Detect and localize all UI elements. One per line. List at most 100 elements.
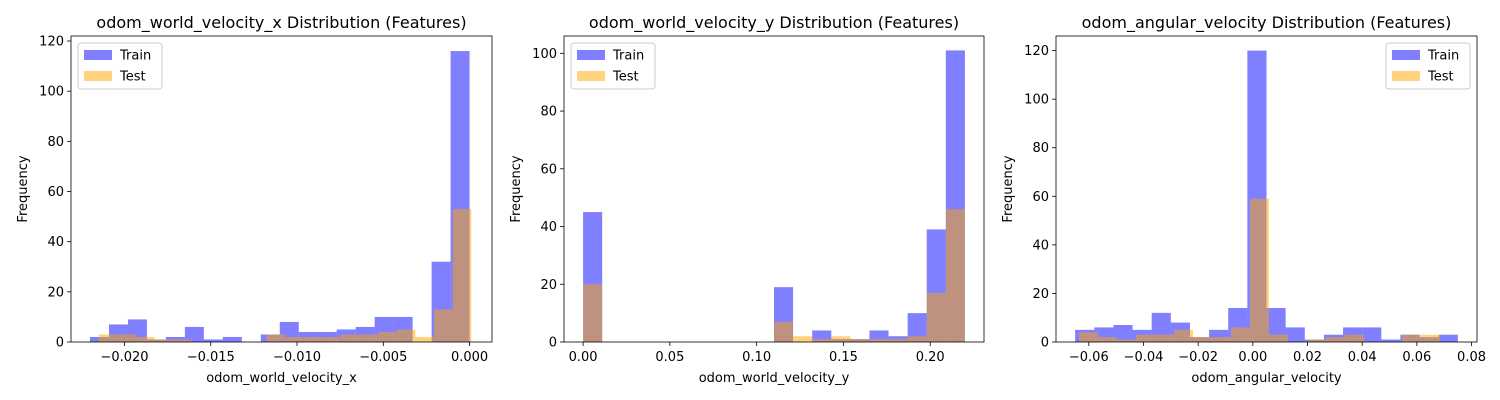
x-tick-label: −0.005 xyxy=(359,350,407,365)
y-tick-label: 100 xyxy=(39,85,64,100)
histogram-bar xyxy=(1078,332,1098,342)
y-tick-label: 100 xyxy=(1024,93,1049,108)
x-tick-label: 0.05 xyxy=(655,350,684,365)
histogram-bar xyxy=(1381,339,1401,342)
y-tick-label: 40 xyxy=(540,220,557,235)
histogram-bar xyxy=(907,336,927,342)
x-tick-label: 0.20 xyxy=(916,350,945,365)
legend-label-test: Test xyxy=(612,70,639,85)
series-train xyxy=(583,50,965,343)
x-tick-label: −0.02 xyxy=(1178,350,1218,365)
y-tick-label: 80 xyxy=(540,105,557,120)
histogram-bar xyxy=(117,334,136,342)
histogram-bar xyxy=(173,339,192,342)
chart-panel-3: −0.06 −0.04 −0.02 0.00 0.02 0.04 0.06 0.08 0 20 40… xyxy=(1001,13,1486,386)
x-tick-label: 0.000 xyxy=(451,350,488,365)
y-tick-label: 120 xyxy=(39,35,64,50)
y-axis-label: Frequency xyxy=(16,155,31,222)
histogram-bar xyxy=(1116,339,1136,342)
histogram-bar xyxy=(222,336,242,342)
x-tick-label: 0.00 xyxy=(1238,350,1267,365)
histogram-bar xyxy=(907,313,927,342)
chart-panel-1: −0.020 −0.015 −0.010 −0.005 0.000 0 20 40 60 80 10… xyxy=(16,13,493,386)
histogram-bar xyxy=(945,209,965,342)
x-tick-label: −0.010 xyxy=(273,350,321,365)
y-tick-label: 20 xyxy=(1032,287,1049,302)
y-axis-label: Frequency xyxy=(1001,155,1016,222)
x-tick-label: 0.08 xyxy=(1457,350,1486,365)
chart-title: odom_world_velocity_y Distribution (Feat… xyxy=(589,13,959,33)
y-tick-label: 0 xyxy=(549,336,557,351)
x-axis-label: odom_angular_velocity xyxy=(1191,371,1342,386)
y-tick-label: 60 xyxy=(47,185,64,200)
legend-swatch-train xyxy=(1392,50,1420,60)
legend-swatch-test xyxy=(84,71,112,81)
histogram-bar xyxy=(1344,334,1364,342)
x-axis-label: odom_world_velocity_y xyxy=(699,371,850,386)
series-test xyxy=(583,209,965,342)
legend-swatch-test xyxy=(577,71,605,81)
x-tick-label: −0.020 xyxy=(100,350,148,365)
legend: Train Test xyxy=(1385,42,1471,90)
histogram-bar xyxy=(1192,337,1212,342)
x-tick-label: 0.00 xyxy=(569,350,598,365)
histogram-bar xyxy=(98,334,118,342)
histogram-bar xyxy=(1230,327,1250,342)
histogram-bar xyxy=(1266,308,1286,342)
histogram-bar xyxy=(1211,337,1231,342)
chart-panel-2: 0.00 0.05 0.10 0.15 0.20 0 20 40 60 80 100 odom_wor… xyxy=(509,13,985,386)
histogram-bar xyxy=(378,331,397,342)
x-tick-label: 0.06 xyxy=(1402,350,1431,365)
y-tick-label: 0 xyxy=(56,336,64,351)
histogram-bar xyxy=(1154,334,1174,342)
x-tick-label: 0.10 xyxy=(742,350,771,365)
legend: Train Test xyxy=(77,42,163,90)
histogram-bar xyxy=(1135,334,1155,342)
x-tick-label: −0.015 xyxy=(187,350,235,365)
histogram-bar xyxy=(184,326,204,342)
histogram-bar xyxy=(154,339,174,342)
legend-label-train: Train xyxy=(612,49,644,64)
series-train xyxy=(89,51,470,343)
histogram-bar xyxy=(1113,325,1133,342)
histogram-bar xyxy=(1325,337,1345,342)
histogram-bar xyxy=(926,292,946,342)
legend-swatch-train xyxy=(84,50,112,60)
histogram-bar xyxy=(1249,198,1269,342)
legend-swatch-train xyxy=(577,50,605,60)
histogram-bar xyxy=(359,334,379,342)
x-tick-label: −0.06 xyxy=(1069,350,1109,365)
x-tick-label: 0.04 xyxy=(1348,350,1377,365)
histogram-bar xyxy=(452,209,472,342)
histogram-bar xyxy=(266,334,285,342)
histogram-bar xyxy=(812,330,832,342)
histogram-bar xyxy=(203,339,223,342)
y-tick-label: 80 xyxy=(47,135,64,150)
axes-frame xyxy=(70,35,493,343)
histogram-bar xyxy=(1097,337,1117,342)
histogram-bar xyxy=(1362,327,1382,342)
series-test xyxy=(1078,198,1440,342)
legend-label-train: Train xyxy=(119,49,151,64)
histogram-bar xyxy=(793,336,813,342)
legend: Train Test xyxy=(570,42,656,90)
x-tick-label: 0.02 xyxy=(1293,350,1322,365)
histogram-bar xyxy=(1306,339,1326,342)
histogram-bar xyxy=(869,330,889,342)
chart-title: odom_world_velocity_x Distribution (Feat… xyxy=(96,13,466,33)
y-tick-label: 80 xyxy=(1032,141,1049,156)
histogram-bar xyxy=(1173,329,1193,342)
histogram-bar xyxy=(340,334,360,342)
legend-label-test: Test xyxy=(1427,70,1454,85)
y-tick-label: 60 xyxy=(1032,190,1049,205)
series-test xyxy=(98,209,472,342)
legend-label-test: Test xyxy=(119,70,146,85)
axes-frame xyxy=(1055,35,1478,343)
legend-swatch-test xyxy=(1392,71,1420,81)
y-axis-label: Frequency xyxy=(509,155,524,222)
y-tick-label: 40 xyxy=(1032,238,1049,253)
histogram-bar xyxy=(284,336,304,342)
histogram-bar xyxy=(322,336,341,342)
y-tick-label: 60 xyxy=(540,162,557,177)
